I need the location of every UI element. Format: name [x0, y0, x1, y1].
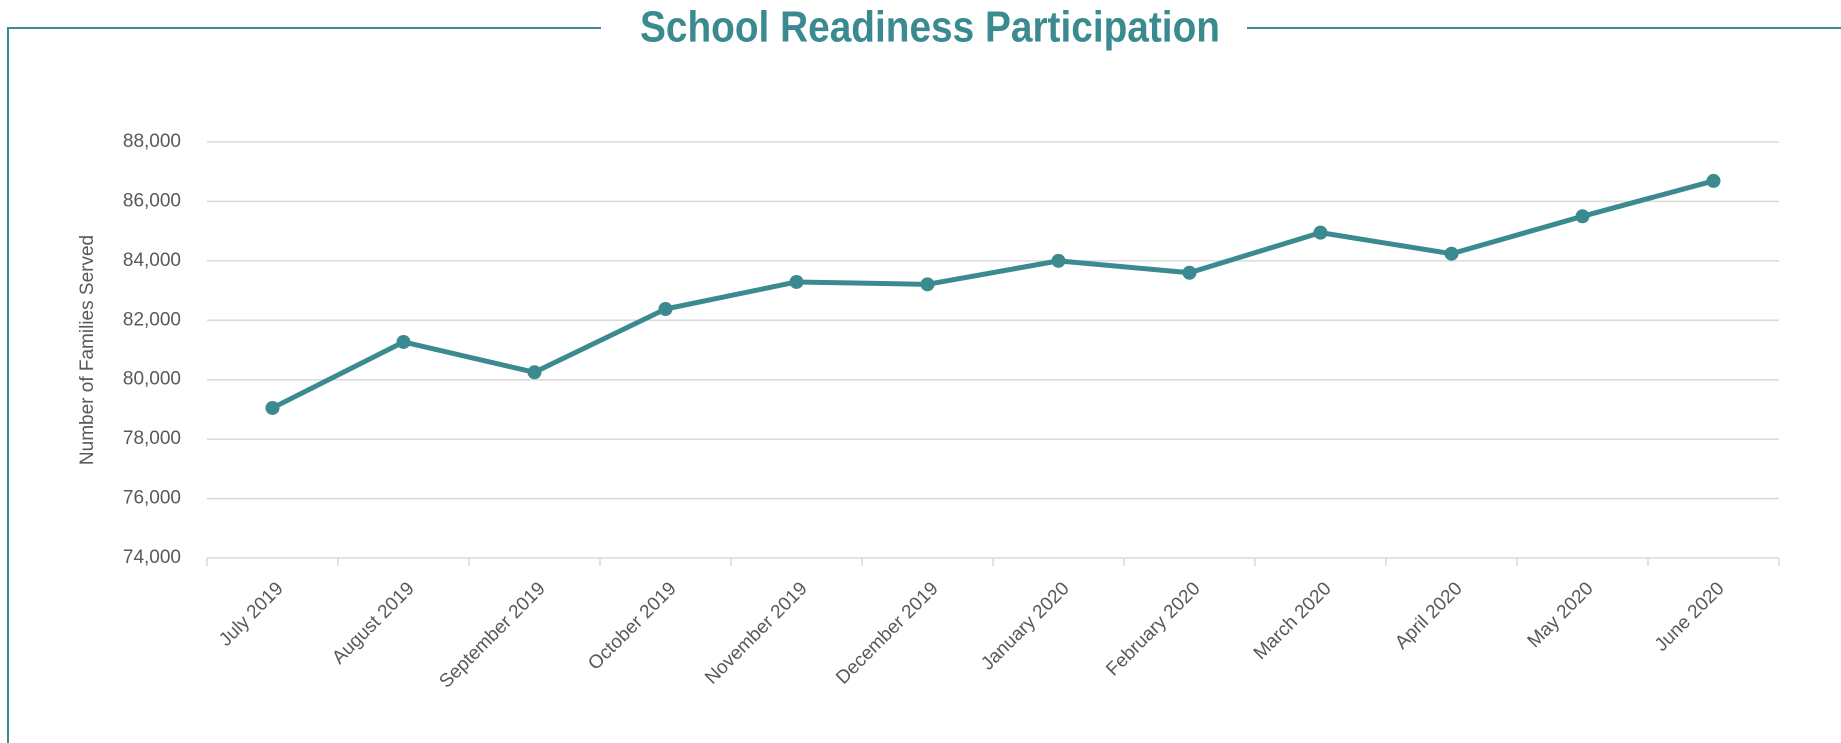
point	[265, 400, 280, 415]
point	[1575, 209, 1590, 224]
y-tick-label: 82,000	[123, 309, 181, 330]
x-tick-label: June 2020	[1651, 578, 1729, 656]
point	[1313, 225, 1328, 240]
y-tick-label: 80,000	[123, 369, 181, 390]
x-tick-label: November 2019	[701, 578, 811, 688]
y-tick-label: 86,000	[123, 190, 181, 211]
x-tick-label: August 2019	[328, 578, 418, 668]
y-tick-label: 76,000	[123, 488, 181, 509]
point	[789, 274, 804, 289]
y-tick-label: 74,000	[123, 547, 181, 568]
line	[271, 178, 1715, 411]
y-tick-label: 78,000	[123, 428, 181, 449]
x-tick-label: March 2020	[1250, 578, 1336, 664]
chart-title: School Readiness Participation	[640, 3, 1220, 52]
y-axis-label: Number of Families Served	[77, 235, 98, 465]
x-tick-label: September 2019	[435, 578, 549, 692]
point	[658, 301, 673, 316]
point	[920, 277, 935, 292]
x-tick-label: May 2020	[1524, 578, 1598, 652]
point	[1444, 246, 1459, 261]
y-tick-label: 88,000	[123, 131, 181, 152]
x-tick-label: February 2020	[1102, 578, 1204, 680]
point	[396, 334, 411, 349]
x-tick-label: January 2020	[977, 578, 1073, 674]
x-tick-label: April 2020	[1391, 578, 1466, 653]
point	[1051, 253, 1066, 268]
y-tick-label: 84,000	[123, 250, 181, 271]
point	[527, 365, 542, 380]
x-tick-label: December 2019	[832, 578, 942, 688]
point	[1706, 173, 1721, 188]
frame	[7, 27, 1841, 743]
x-tick-label: October 2019	[584, 578, 680, 674]
x-tick-label: July 2019	[215, 578, 287, 650]
point	[1182, 265, 1197, 280]
